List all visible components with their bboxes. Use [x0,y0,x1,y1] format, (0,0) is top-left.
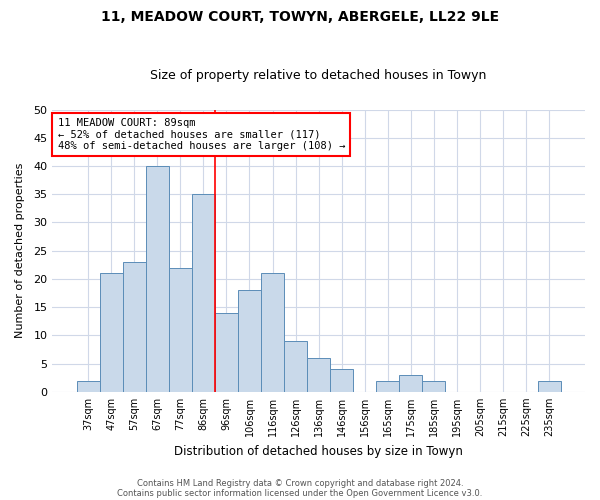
Bar [307,358,330,392]
Bar [422,380,445,392]
Bar [238,290,261,392]
Bar [261,274,284,392]
Bar [215,313,238,392]
Bar [192,194,215,392]
Bar [169,268,192,392]
Bar [77,380,100,392]
Bar [122,262,146,392]
Bar [538,380,561,392]
Y-axis label: Number of detached properties: Number of detached properties [15,163,25,338]
Text: 11, MEADOW COURT, TOWYN, ABERGELE, LL22 9LE: 11, MEADOW COURT, TOWYN, ABERGELE, LL22 … [101,10,499,24]
Bar [376,380,400,392]
Bar [146,166,169,392]
Title: Size of property relative to detached houses in Towyn: Size of property relative to detached ho… [151,69,487,82]
Bar [400,375,422,392]
Text: Contains HM Land Registry data © Crown copyright and database right 2024.: Contains HM Land Registry data © Crown c… [137,478,463,488]
Text: Contains public sector information licensed under the Open Government Licence v3: Contains public sector information licen… [118,488,482,498]
Bar [330,369,353,392]
Bar [284,341,307,392]
X-axis label: Distribution of detached houses by size in Towyn: Distribution of detached houses by size … [174,444,463,458]
Text: 11 MEADOW COURT: 89sqm
← 52% of detached houses are smaller (117)
48% of semi-de: 11 MEADOW COURT: 89sqm ← 52% of detached… [58,118,345,151]
Bar [100,274,122,392]
